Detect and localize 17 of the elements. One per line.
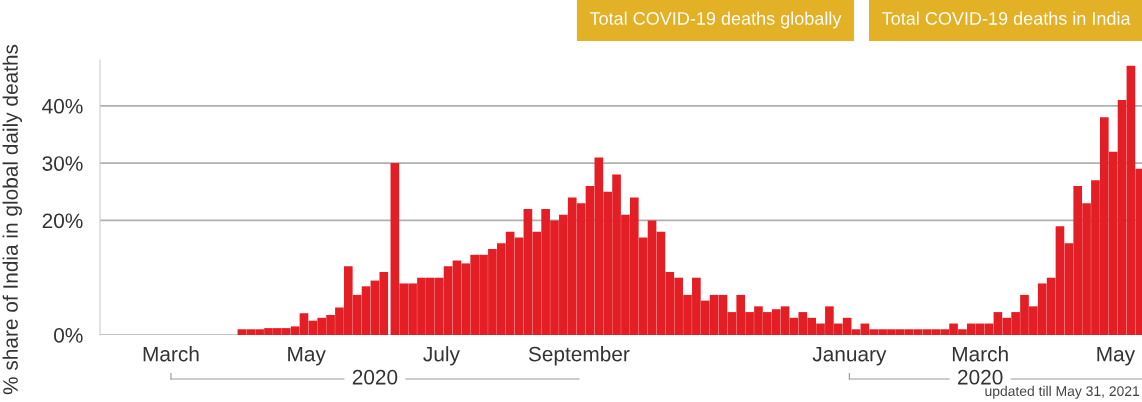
x-tick-label: March <box>143 346 199 362</box>
x-tick-label: July <box>423 346 460 366</box>
text: Total COVID-19 deaths globally <box>589 11 842 29</box>
x-tick-label: May <box>1097 346 1136 366</box>
text: 2020 <box>958 369 1003 385</box>
y-tick-label: 20% <box>42 213 83 229</box>
x-tick-label: March <box>952 346 1008 362</box>
y-tick-label: 40% <box>42 98 83 114</box>
y-axis-title: % share of India in global daily deaths <box>2 44 22 395</box>
x-tick-label: January <box>812 346 887 366</box>
text: Total COVID-19 deaths in India <box>882 11 1131 25</box>
y-tick-label: 30% <box>42 156 83 171</box>
text: updated till May 31, 2021 <box>985 385 1140 399</box>
x-tick-label: September <box>528 346 630 366</box>
y-tick-label: 0% <box>54 328 83 343</box>
x-tick-label: May <box>288 346 326 366</box>
text: 2020 <box>352 369 398 385</box>
